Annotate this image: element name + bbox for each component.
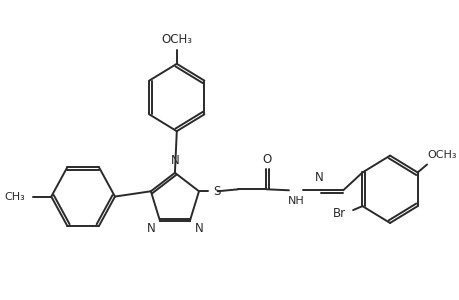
Text: O: O (262, 152, 271, 166)
Text: N: N (146, 222, 155, 235)
Text: OCH₃: OCH₃ (161, 33, 192, 46)
Text: N: N (314, 171, 323, 184)
Text: N: N (194, 222, 203, 235)
Text: N: N (170, 154, 179, 167)
Text: OCH₃: OCH₃ (426, 150, 455, 160)
Text: NH: NH (287, 196, 304, 206)
Text: S: S (213, 185, 220, 198)
Text: CH₃: CH₃ (4, 192, 25, 202)
Text: Br: Br (332, 207, 345, 220)
